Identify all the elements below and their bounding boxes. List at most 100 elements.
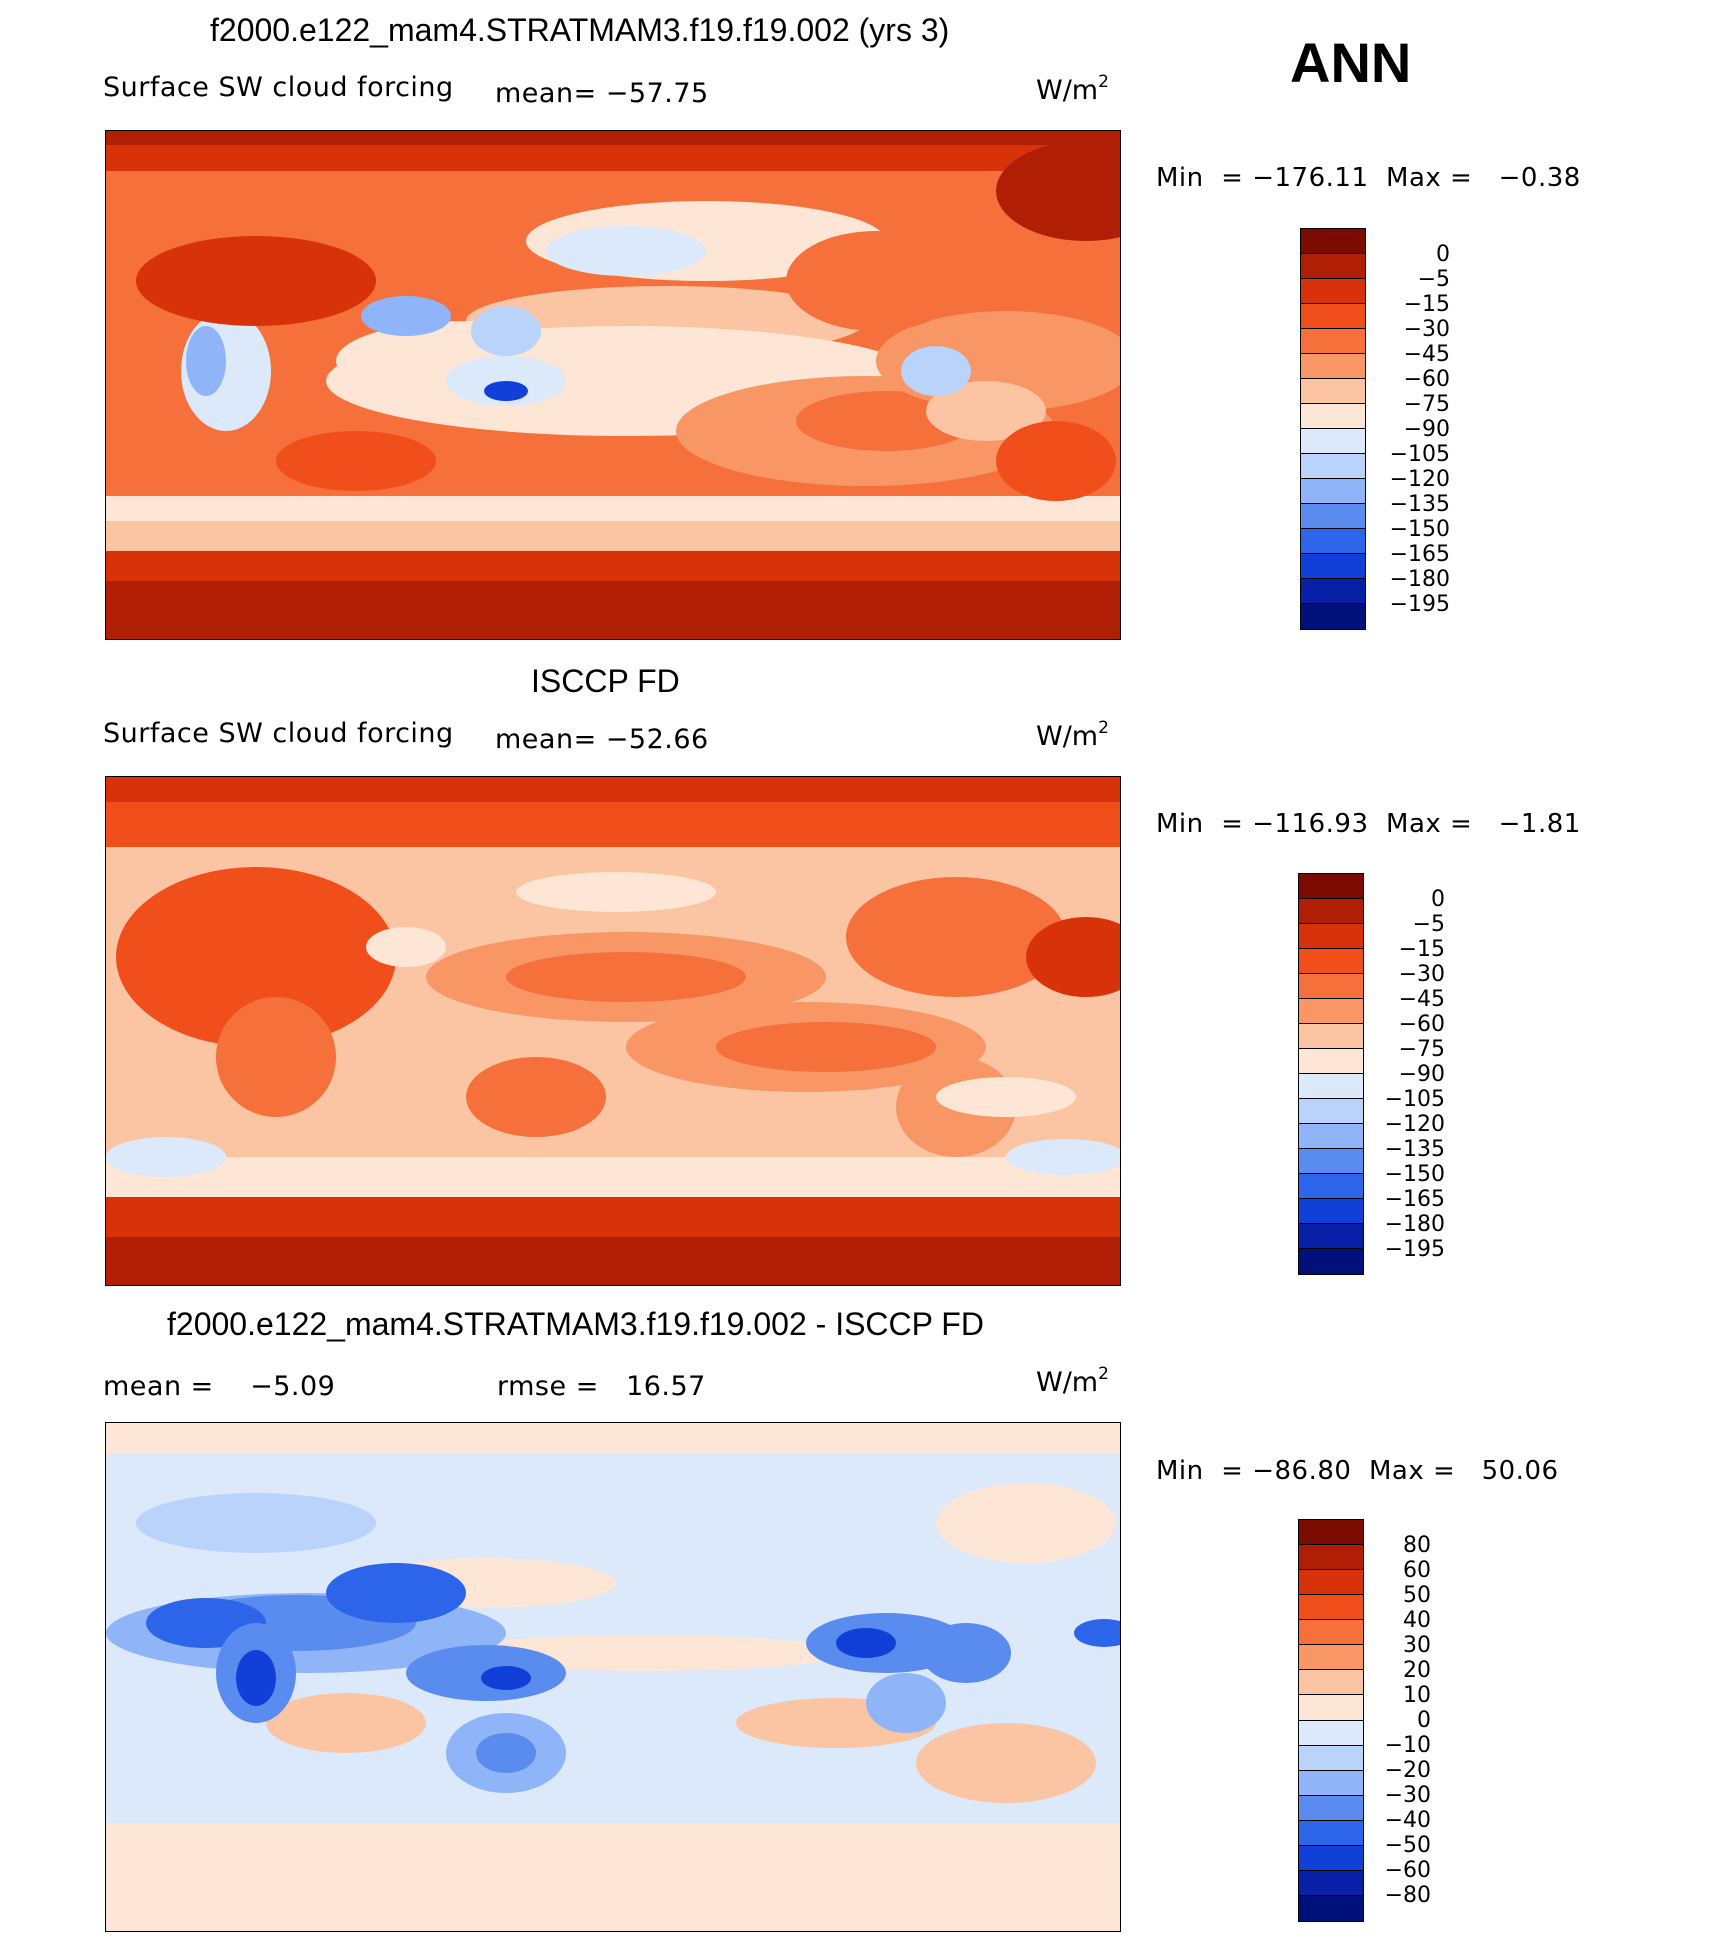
colorbar-segment [1299, 1570, 1363, 1596]
colorbar-tick-label: −90 [1403, 417, 1450, 442]
panel2-mean-label: mean= [495, 724, 597, 755]
panel3-rmse-label: rmse = [497, 1371, 599, 1402]
panel3-rmse-value: 16.57 [626, 1371, 706, 1402]
colorbar-tick-label: −105 [1389, 442, 1450, 467]
colorbar-tick-label: −30 [1384, 1783, 1431, 1808]
colorbar-segment [1299, 1695, 1363, 1721]
colorbar-segment [1301, 479, 1365, 504]
colorbar-segment [1299, 1720, 1363, 1746]
panel1-mean-value: −57.75 [605, 78, 709, 109]
panel1-colorbar-labels: 0 −5 −15 −30 −45 −60 −75 −90 −105 −120 −135 −150 −16… [1380, 242, 1450, 622]
panel1-min-label: Min [1156, 163, 1204, 193]
panel3-colorbar-labels: 80 60 50 40 30 20 10 0 −10 −20 −30 −40 −50 −60 −80 [1375, 1533, 1431, 1913]
colorbar-segment [1299, 949, 1363, 974]
panel2-max-label: Max [1386, 809, 1442, 839]
colorbar-segment [1299, 874, 1363, 899]
colorbar-segment [1299, 1224, 1363, 1249]
colorbar-segment [1299, 1770, 1363, 1796]
colorbar-tick-label: −30 [1403, 317, 1450, 342]
colorbar-tick-label: −150 [1389, 517, 1450, 542]
colorbar-segment [1301, 529, 1365, 554]
panel3-minmax: Min = −86.80 Max = 50.06 [1156, 1456, 1559, 1486]
panel1-min-value: −176.11 [1252, 163, 1369, 193]
colorbar-tick-label: 0 [1436, 242, 1450, 267]
colorbar-segment [1299, 1520, 1363, 1546]
panel3-map-svg [106, 1423, 1120, 1931]
colorbar-segment [1301, 604, 1365, 629]
panel2-min-label: Min [1156, 809, 1204, 839]
colorbar-segment [1299, 1595, 1363, 1621]
colorbar-segment [1299, 1074, 1363, 1099]
colorbar-tick-label: −10 [1384, 1733, 1431, 1758]
colorbar-tick-label: −60 [1403, 367, 1450, 392]
colorbar-tick-label: −120 [1389, 467, 1450, 492]
colorbar-segment [1301, 304, 1365, 329]
panel2-colorbar-labels: 0 −5 −15 −30 −45 −60 −75 −90 −105 −120 −135 −150 −16… [1375, 887, 1445, 1267]
season-label: ANN [1290, 31, 1412, 94]
colorbar-segment [1299, 1845, 1363, 1871]
colorbar-tick-label: −195 [1389, 592, 1450, 617]
colorbar-segment [1301, 254, 1365, 279]
panel2-units: W/m2 [1036, 718, 1109, 752]
colorbar-tick-label: −50 [1384, 1833, 1431, 1858]
colorbar-segment [1299, 1249, 1363, 1274]
colorbar-segment [1299, 1745, 1363, 1771]
panel2-colorbar [1298, 873, 1364, 1275]
colorbar-segment [1299, 1870, 1363, 1896]
colorbar-segment [1301, 229, 1365, 254]
panel2-max-value: −1.81 [1498, 809, 1581, 839]
colorbar-tick-label: −5 [1417, 267, 1450, 292]
colorbar-tick-label: −45 [1403, 342, 1450, 367]
panel3-rmse: rmse = 16.57 [497, 1371, 706, 1402]
colorbar-segment [1301, 404, 1365, 429]
colorbar-tick-label: 0 [1431, 887, 1445, 912]
panel3-units: W/m2 [1036, 1364, 1109, 1398]
colorbar-segment [1301, 354, 1365, 379]
colorbar-segment [1301, 329, 1365, 354]
colorbar-segment [1299, 1820, 1363, 1846]
colorbar-tick-label: −40 [1384, 1808, 1431, 1833]
panel3-colorbar [1298, 1519, 1364, 1922]
colorbar-tick-label: 30 [1403, 1633, 1431, 1658]
colorbar-segment [1299, 1670, 1363, 1696]
panel3-mean: mean = −5.09 [103, 1371, 335, 1402]
colorbar-segment [1299, 974, 1363, 999]
panel1-max-value: −0.38 [1498, 163, 1581, 193]
panel1-variable-label: Surface SW cloud forcing [103, 72, 454, 103]
colorbar-tick-label: −30 [1398, 962, 1445, 987]
colorbar-segment [1299, 1795, 1363, 1821]
colorbar-segment [1299, 1199, 1363, 1224]
colorbar-tick-label: −45 [1398, 987, 1445, 1012]
panel1-mean-label: mean= [495, 78, 597, 109]
colorbar-tick-label: −80 [1384, 1883, 1431, 1908]
panel1-map [105, 130, 1121, 640]
panel3-title: f2000.e122_mam4.STRATMAM3.f19.f19.002 - … [167, 1306, 984, 1342]
panel3-min-label: Min [1156, 1456, 1204, 1486]
colorbar-tick-label: −60 [1398, 1012, 1445, 1037]
colorbar-tick-label: −135 [1389, 492, 1450, 517]
colorbar-segment [1299, 1049, 1363, 1074]
colorbar-segment [1299, 1545, 1363, 1571]
panel2-title: ISCCP FD [531, 663, 680, 699]
colorbar-tick-label: −120 [1384, 1112, 1445, 1137]
panel3-map [105, 1422, 1121, 1932]
colorbar-segment [1301, 504, 1365, 529]
colorbar-segment [1299, 1149, 1363, 1174]
colorbar-tick-label: 50 [1403, 1583, 1431, 1608]
colorbar-tick-label: −180 [1389, 567, 1450, 592]
colorbar-tick-label: −5 [1412, 912, 1445, 937]
panel1-colorbar [1300, 228, 1366, 630]
colorbar-tick-label: −180 [1384, 1212, 1445, 1237]
panel3-max-value: 50.06 [1481, 1456, 1559, 1486]
colorbar-segment [1299, 1124, 1363, 1149]
colorbar-tick-label: −165 [1384, 1187, 1445, 1212]
colorbar-segment [1299, 924, 1363, 949]
panel2-min-value: −116.93 [1252, 809, 1369, 839]
colorbar-segment [1299, 1895, 1363, 1921]
colorbar-tick-label: −60 [1384, 1858, 1431, 1883]
colorbar-tick-label: −15 [1398, 937, 1445, 962]
panel3-mean-label: mean = [103, 1371, 214, 1402]
colorbar-tick-label: −135 [1384, 1137, 1445, 1162]
panel2-mean: mean= −52.66 [495, 724, 709, 755]
panel1-mean: mean= −57.75 [495, 78, 709, 109]
